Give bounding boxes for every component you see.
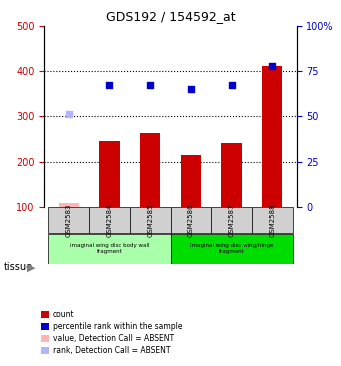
Text: GSM2584: GSM2584 [106,203,113,237]
Text: percentile rank within the sample: percentile rank within the sample [53,322,182,331]
Text: GSM2585: GSM2585 [147,203,153,237]
Text: GSM2587: GSM2587 [228,203,235,237]
Title: GDS192 / 154592_at: GDS192 / 154592_at [106,10,235,23]
Bar [99,141,120,207]
Text: GSM2586: GSM2586 [188,203,194,237]
Text: GSM2583: GSM2583 [66,203,72,237]
Point [147,82,153,88]
Point [107,82,112,87]
Point [229,82,234,87]
Point [66,111,72,117]
Text: tissue: tissue [3,262,32,272]
Point [188,86,194,92]
Bar [59,203,79,207]
Bar [140,134,160,207]
Bar [181,155,201,207]
FancyBboxPatch shape [170,207,211,233]
FancyBboxPatch shape [89,207,130,233]
Text: GSM2588: GSM2588 [269,203,275,237]
Point [269,63,275,69]
Text: imaginal wing disc body wall
fragment: imaginal wing disc body wall fragment [70,243,149,254]
Text: ▶: ▶ [27,262,36,272]
FancyBboxPatch shape [170,234,293,264]
Text: rank, Detection Call = ABSENT: rank, Detection Call = ABSENT [53,347,170,355]
FancyBboxPatch shape [48,234,170,264]
Bar [262,66,282,207]
FancyBboxPatch shape [252,207,293,233]
FancyBboxPatch shape [48,207,89,233]
Text: value, Detection Call = ABSENT: value, Detection Call = ABSENT [53,335,174,343]
Text: count: count [53,310,74,319]
FancyBboxPatch shape [130,207,170,233]
Text: imaginal wing disc wing/hinge
fragment: imaginal wing disc wing/hinge fragment [190,243,273,254]
Bar [221,142,242,207]
FancyBboxPatch shape [211,207,252,233]
